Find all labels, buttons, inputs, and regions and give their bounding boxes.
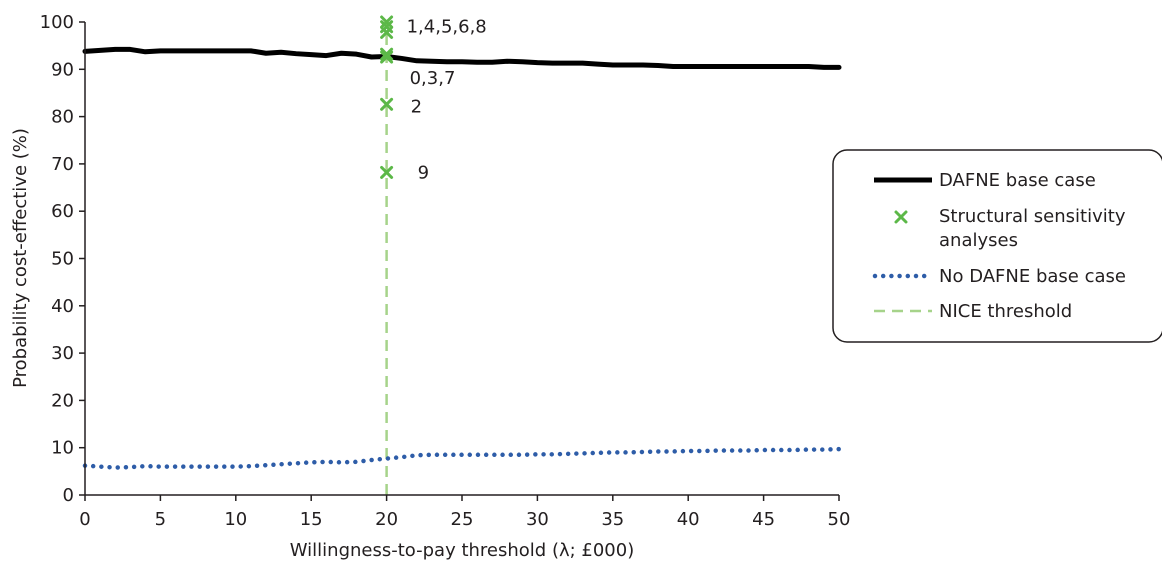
sensitivity-marker — [380, 47, 394, 61]
x-tick-label: 35 — [601, 509, 624, 530]
y-tick-label: 70 — [51, 154, 74, 175]
legend-label-dafne-base-case: DAFNE base case — [939, 170, 1096, 191]
y-tick-label: 10 — [51, 438, 74, 459]
series-no-dafne-base-case — [82, 446, 842, 470]
x-tick-label: 25 — [451, 509, 474, 530]
ticks: 0 5 10 15 20 25 30 35 40 45 50 0 10 20 30 40 50 60 70 80 90 1… — [40, 12, 851, 530]
sensitivity-label: 1,4,5,6,8 — [407, 17, 487, 38]
y-tick-label: 50 — [51, 249, 74, 270]
legend-label-no-dafne-base-case: No DAFNE base case — [939, 266, 1126, 287]
x-tick-label: 20 — [375, 509, 398, 530]
sensitivity-label: 2 — [411, 96, 422, 117]
axes — [84, 22, 839, 496]
y-tick-label: 30 — [51, 343, 74, 364]
legend-swatch-structural-sensitivity — [894, 210, 908, 224]
legend-box — [832, 149, 1162, 343]
y-tick-label: 60 — [51, 201, 74, 222]
x-tick-label: 0 — [79, 509, 90, 530]
series-dafne-base-case — [82, 46, 842, 70]
x-tick-label: 45 — [752, 509, 775, 530]
sensitivity-marker — [380, 25, 394, 39]
legend-label-structural-sensitivity: Structural sensitivity analyses — [939, 206, 1131, 251]
x-tick-label: 30 — [526, 509, 549, 530]
x-tick-label: 15 — [300, 509, 323, 530]
sensitivity-marker — [380, 50, 394, 64]
sensitivity-marker — [380, 97, 394, 111]
y-tick-label: 0 — [63, 485, 74, 506]
legend-label-structural-sensitivity-line2: analyses — [939, 230, 1018, 251]
sensitivity-label: 0,3,7 — [410, 68, 456, 89]
x-tick-label: 50 — [828, 509, 851, 530]
y-tick-label: 40 — [51, 296, 74, 317]
x-tick-label: 5 — [155, 509, 166, 530]
x-axis-title: Willingness-to-pay threshold (λ; £000) — [290, 540, 635, 561]
legend-label-nice-threshold: NICE threshold — [939, 301, 1072, 322]
y-tick-label: 20 — [51, 390, 74, 411]
y-axis-title: Probability cost-effective (%) — [10, 128, 31, 388]
x-tick-label: 40 — [677, 509, 700, 530]
legend: DAFNE base case Structural sensitivity a… — [832, 149, 1162, 343]
y-tick-label: 90 — [51, 59, 74, 80]
legend-label-structural-sensitivity-line1: Structural sensitivity — [939, 206, 1126, 227]
plot-area: 1,4,5,6,8 0,3,7 2 9 — [82, 15, 842, 495]
sensitivity-marker — [380, 165, 394, 179]
y-tick-label: 100 — [40, 12, 74, 33]
y-tick-label: 80 — [51, 107, 74, 128]
x-tick-label: 10 — [224, 509, 247, 530]
sensitivity-label: 9 — [418, 162, 429, 183]
